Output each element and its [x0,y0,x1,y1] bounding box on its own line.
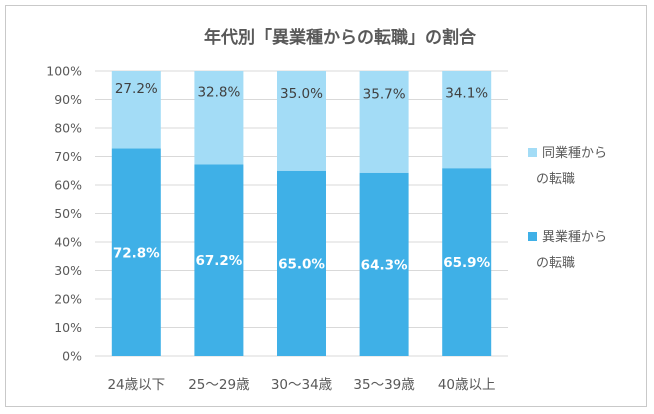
bar-segment [194,71,244,165]
y-axis-ticks: 0% 10% 20% 30% 40% 50% 60% 70% 80% 90% 100% [46,64,82,364]
data-label: 32.8% [197,85,240,101]
legend-label: の転職 [536,256,575,271]
chart-title: 年代別「異業種からの転職」の割合 [204,27,477,48]
bar-segment [359,71,409,173]
bars [111,71,492,356]
bar-segment [277,170,326,356]
data-label: 27.2% [115,81,158,97]
legend-swatch [528,148,537,157]
y-tick-label: 80% [54,121,82,136]
bar-segment [442,71,492,169]
bar-segment [111,148,161,356]
y-tick-label: 40% [54,235,82,250]
data-label: 64.3% [361,257,408,273]
legend-label: 異業種から [542,229,607,245]
bar-segment [277,71,326,171]
bar-segment [359,172,409,356]
legend-swatch [528,232,537,241]
bar-segment [442,168,492,356]
data-label: 35.0% [280,86,323,102]
x-category-label: 35～39歳 [353,377,415,393]
data-label: 65.0% [278,256,325,272]
y-tick-label: 20% [54,292,82,307]
bar-segment [111,71,161,149]
y-tick-label: 10% [54,320,82,335]
x-category-label: 25～29歳 [188,377,250,393]
data-label: 35.7% [363,86,406,102]
x-category-label: 24歳以下 [107,377,165,393]
x-axis-categories: 24歳以下 25～29歳 30～34歳 35～39歳 40歳以上 [107,377,495,393]
data-label: 65.9% [443,255,490,271]
data-label: 67.2% [195,253,242,269]
legend-label: 同業種から [542,145,607,161]
data-labels: 72.8% 27.2% 67.2% 32.8% 65.0% 35.0% 64.3% 35.7%… [113,81,491,273]
data-label: 34.1% [445,85,488,101]
y-tick-label: 30% [54,263,82,278]
y-tick-label: 50% [54,206,82,221]
y-tick-label: 100% [46,64,82,79]
y-tick-label: 0% [62,349,82,364]
data-label: 72.8% [113,245,160,261]
bar-segment [194,164,244,356]
y-tick-label: 90% [54,92,82,107]
legend-item: 異業種からの転職 [528,229,607,271]
y-tick-label: 60% [54,178,82,193]
x-category-label: 40歳以上 [438,377,496,393]
legend-label: の転職 [536,172,575,187]
y-tick-label: 70% [54,149,82,164]
x-category-label: 30～34歳 [271,377,333,393]
